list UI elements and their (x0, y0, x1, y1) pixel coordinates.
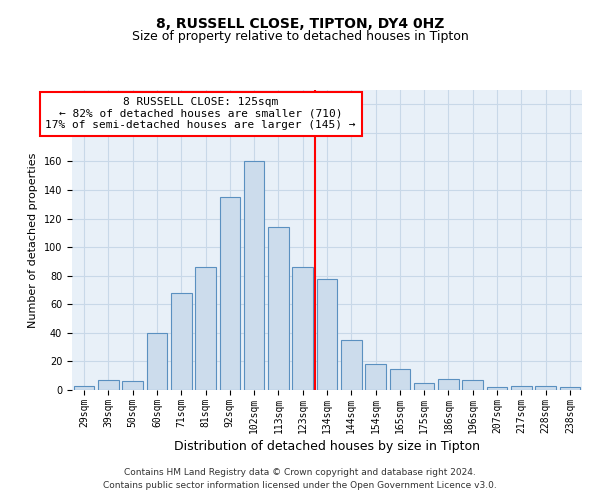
Bar (535, 386, 556, 390)
Text: Contains HM Land Registry data © Crown copyright and database right 2024.: Contains HM Land Registry data © Crown c… (124, 468, 476, 477)
Bar (122, 382, 143, 390)
Bar (74, 386, 94, 390)
Bar (220, 197, 240, 390)
Bar (292, 267, 313, 390)
Bar (414, 383, 434, 390)
Text: Contains public sector information licensed under the Open Government Licence v3: Contains public sector information licen… (103, 482, 497, 490)
Bar (511, 386, 532, 390)
Y-axis label: Number of detached properties: Number of detached properties (28, 152, 38, 328)
Bar (268, 227, 289, 390)
Bar (341, 340, 362, 390)
Bar (98, 380, 119, 390)
Text: 8 RUSSELL CLOSE: 125sqm
← 82% of detached houses are smaller (710)
17% of semi-d: 8 RUSSELL CLOSE: 125sqm ← 82% of detache… (46, 97, 356, 130)
Bar (438, 378, 459, 390)
Bar (365, 364, 386, 390)
Bar (146, 333, 167, 390)
Text: Size of property relative to detached houses in Tipton: Size of property relative to detached ho… (131, 30, 469, 43)
Bar (195, 267, 216, 390)
Text: 8, RUSSELL CLOSE, TIPTON, DY4 0HZ: 8, RUSSELL CLOSE, TIPTON, DY4 0HZ (156, 18, 444, 32)
Bar (171, 293, 191, 390)
X-axis label: Distribution of detached houses by size in Tipton: Distribution of detached houses by size … (174, 440, 480, 453)
Bar (487, 387, 508, 390)
Bar (463, 380, 483, 390)
Bar (560, 387, 580, 390)
Bar (244, 162, 265, 390)
Bar (317, 278, 337, 390)
Bar (389, 368, 410, 390)
